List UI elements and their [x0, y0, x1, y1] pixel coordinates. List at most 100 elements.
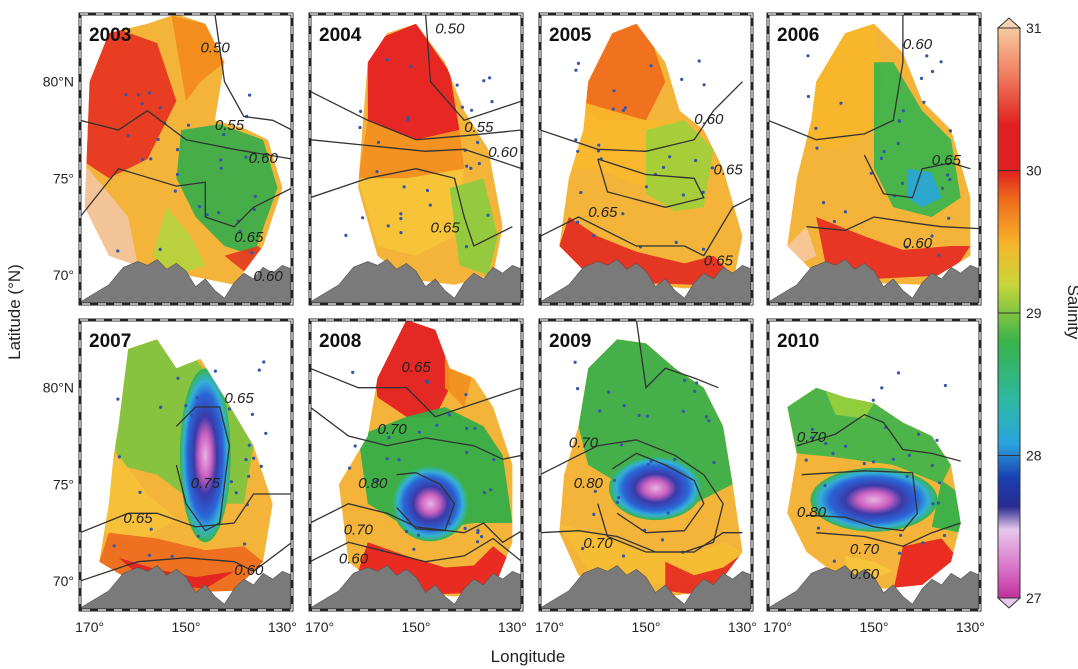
- x-tick-label: 150°: [402, 619, 431, 635]
- station-dot: [615, 500, 620, 504]
- contour-label: 0.70: [378, 421, 408, 438]
- salinity-region: [874, 62, 961, 217]
- panel-year-label: 2005: [549, 25, 592, 46]
- station-dot: [905, 474, 909, 479]
- map-panel-2004: 0.50 0.55 0.60 0.65 2004: [308, 12, 524, 306]
- station-dot: [930, 234, 934, 238]
- contour-label: 0.60: [249, 150, 279, 167]
- contour-label: 0.70: [797, 429, 827, 446]
- station-dot: [681, 409, 685, 413]
- contour-label: 0.60: [903, 235, 933, 252]
- map-panel-2008: 0.65 0.70 0.80 0.70 0.60 2008: [308, 318, 524, 612]
- contour-line: [310, 503, 522, 544]
- station-dot: [869, 171, 873, 175]
- land-mass: [80, 565, 292, 610]
- station-dot: [348, 466, 352, 470]
- station-dot: [702, 83, 706, 87]
- contour-line: [801, 470, 919, 532]
- station-dot: [644, 185, 649, 189]
- station-dot: [872, 460, 876, 464]
- station-dot: [612, 89, 616, 93]
- x-tick-label: 150°: [172, 619, 201, 635]
- x-tick-label: 170°: [535, 619, 564, 635]
- station-dot: [806, 94, 811, 99]
- station-dot: [645, 414, 649, 418]
- contour-label: 0.70: [569, 435, 599, 452]
- salinity-region: [176, 124, 278, 256]
- colorbar-top-arrow: [996, 17, 1022, 29]
- salinity-region: [358, 168, 465, 256]
- salinity-region: [152, 207, 206, 275]
- station-dot: [247, 474, 251, 478]
- salinity-region: [825, 391, 874, 419]
- contour-line: [597, 158, 705, 208]
- contour-label: 0.60: [850, 566, 880, 583]
- map-panel-2006: 0.60 0.65 0.60 2006: [766, 12, 982, 306]
- station-dot: [404, 529, 409, 534]
- station-dot: [227, 407, 231, 411]
- station-dot: [464, 245, 469, 249]
- station-dot: [844, 444, 848, 448]
- station-dot: [697, 59, 701, 63]
- station-dot: [668, 155, 672, 159]
- station-dot: [681, 193, 686, 197]
- station-dot: [259, 464, 263, 468]
- contour-line: [310, 168, 513, 247]
- station-dot: [205, 213, 209, 217]
- colorbar-tick-label: 27: [1026, 590, 1042, 606]
- station-dot: [482, 79, 486, 83]
- station-dot: [948, 177, 952, 182]
- station-dots: [573, 360, 716, 558]
- contour-line: [816, 522, 961, 547]
- panel-frame-ticks: [539, 13, 753, 305]
- contour-label: 0.65: [123, 510, 153, 527]
- salinity-region: [578, 339, 733, 504]
- station-dot: [896, 371, 901, 375]
- x-tick-label: 130°: [268, 619, 297, 635]
- station-dot: [465, 426, 469, 430]
- station-dot: [597, 143, 601, 147]
- station-dot: [147, 91, 152, 95]
- station-dot: [482, 491, 486, 495]
- station-dot: [823, 483, 827, 488]
- colorbar-tick-label: 29: [1026, 305, 1042, 321]
- station-dot: [425, 188, 430, 193]
- low-salinity-core: [179, 368, 231, 543]
- station-dot: [815, 146, 819, 150]
- land-mass: [310, 565, 522, 610]
- contour-line: [540, 439, 724, 553]
- station-dot: [406, 118, 410, 122]
- station-dot: [576, 387, 580, 391]
- contour-line: [310, 537, 522, 563]
- station-dot: [257, 368, 261, 372]
- station-dot: [141, 157, 145, 161]
- station-dot: [864, 517, 868, 521]
- x-tick-label: 130°: [498, 619, 527, 635]
- panel-year-label: 2007: [89, 331, 131, 352]
- station-dot: [701, 247, 706, 251]
- station-dot: [880, 386, 884, 390]
- contour-line: [768, 14, 904, 141]
- colorbar-tick-label: 28: [1026, 448, 1042, 464]
- station-dot: [592, 512, 596, 517]
- x-tick-label: 170°: [763, 619, 792, 635]
- contour-line: [396, 472, 456, 532]
- station-dot: [399, 217, 403, 221]
- station-dot: [674, 240, 678, 244]
- salinity-region: [84, 159, 138, 266]
- station-dots: [348, 370, 496, 553]
- station-dot: [704, 415, 709, 419]
- station-dot: [905, 245, 909, 249]
- station-dot: [937, 481, 942, 485]
- panel-frame-ticks: [79, 319, 293, 611]
- station-dot: [386, 224, 390, 228]
- station-dot: [649, 64, 653, 68]
- station-dot: [574, 68, 578, 72]
- station-dot: [821, 201, 826, 205]
- station-dot: [593, 489, 597, 493]
- contour-label: 0.60: [234, 562, 264, 579]
- station-dot: [939, 60, 943, 64]
- station-dot: [116, 397, 120, 401]
- station-dot: [488, 76, 492, 80]
- station-dot: [623, 106, 627, 110]
